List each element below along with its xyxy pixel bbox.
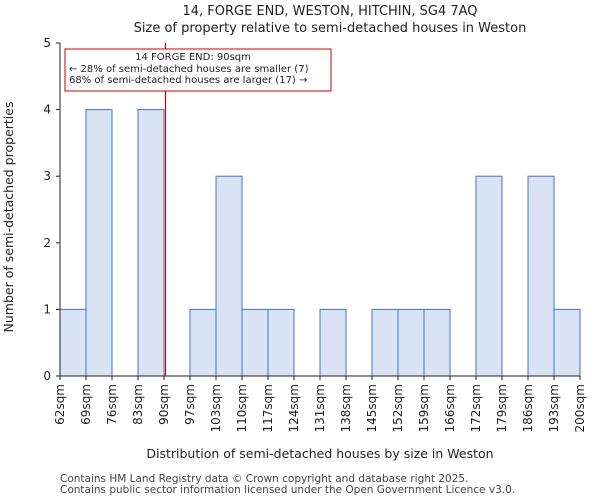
- bar-62sqm: [59, 308, 87, 377]
- x-tick-label-166sqm: 166sqm: [443, 384, 457, 432]
- x-tick-label-124sqm: 124sqm: [287, 384, 301, 432]
- x-tick-label-200sqm: 200sqm: [573, 384, 587, 432]
- chart-title-line1: 14, FORGE END, WESTON, HITCHIN, SG4 7AQ: [182, 4, 477, 19]
- y-tick-label-0: 0: [43, 369, 51, 383]
- bar-152sqm: [397, 308, 425, 377]
- x-tick-label-152sqm: 152sqm: [391, 384, 405, 432]
- annotation-title: 14 FORGE END: 90sqm: [135, 52, 251, 63]
- x-tick-label-90sqm: 90sqm: [157, 384, 171, 425]
- y-tick-label-5: 5: [43, 36, 51, 50]
- y-tick-label-1: 1: [43, 302, 51, 316]
- x-axis-label: Distribution of semi-detached houses by …: [146, 446, 493, 461]
- bar-83sqm: [137, 109, 165, 377]
- footer-line1: Contains HM Land Registry data © Crown c…: [60, 473, 469, 485]
- y-tick-label-4: 4: [43, 103, 51, 117]
- x-tick-label-193sqm: 193sqm: [547, 384, 561, 432]
- bar-193sqm: [553, 308, 581, 377]
- x-tick-label-145sqm: 145sqm: [365, 384, 379, 432]
- chart-title-line2: Size of property relative to semi-detach…: [134, 21, 527, 36]
- x-tick-label-83sqm: 83sqm: [131, 384, 145, 425]
- x-tick-label-103sqm: 103sqm: [209, 384, 223, 432]
- y-axis-label: Number of semi-detached properties: [1, 102, 16, 333]
- x-tick-label-62sqm: 62sqm: [53, 384, 67, 425]
- footer: Contains HM Land Registry data © Crown c…: [60, 474, 515, 496]
- bar-110sqm: [241, 308, 269, 377]
- bar-186sqm: [527, 175, 555, 377]
- bar-69sqm: [85, 109, 113, 377]
- x-tick-label-110sqm: 110sqm: [235, 384, 249, 432]
- x-tick-label-138sqm: 138sqm: [339, 384, 353, 432]
- x-tick-label-131sqm: 131sqm: [313, 384, 327, 432]
- x-tick-label-69sqm: 69sqm: [79, 384, 93, 425]
- plot-area: 0 1 2 3 4 5 62sqm 69sqm 76sqm 83sqm 90sqm 97sqm 103s…: [43, 36, 587, 432]
- bar-159sqm: [423, 308, 451, 377]
- annotation-line-1: ← 28% of semi-detached houses are smalle…: [69, 64, 309, 75]
- footer-line2: Contains public sector information licen…: [60, 484, 516, 496]
- x-tick-label-97sqm: 97sqm: [183, 384, 197, 425]
- x-tick-label-186sqm: 186sqm: [521, 384, 535, 432]
- annotation-box: [64, 48, 332, 92]
- bar-97sqm: [189, 308, 217, 377]
- y-tick-label-2: 2: [43, 236, 51, 250]
- y-tick-label-3: 3: [43, 169, 51, 183]
- bar-131sqm: [319, 308, 347, 377]
- bar-103sqm: [215, 175, 243, 377]
- x-tick-label-76sqm: 76sqm: [105, 384, 119, 425]
- x-tick-label-117sqm: 117sqm: [261, 384, 275, 432]
- bar-145sqm: [371, 308, 399, 377]
- x-tick-label-172sqm: 172sqm: [469, 384, 483, 432]
- x-tick-label-159sqm: 159sqm: [417, 384, 431, 432]
- bar-172sqm: [475, 175, 503, 377]
- bar-117sqm: [267, 308, 295, 377]
- annotation-line-2: 68% of semi-detached houses are larger (…: [69, 75, 307, 86]
- x-tick-label-179sqm: 179sqm: [495, 384, 509, 432]
